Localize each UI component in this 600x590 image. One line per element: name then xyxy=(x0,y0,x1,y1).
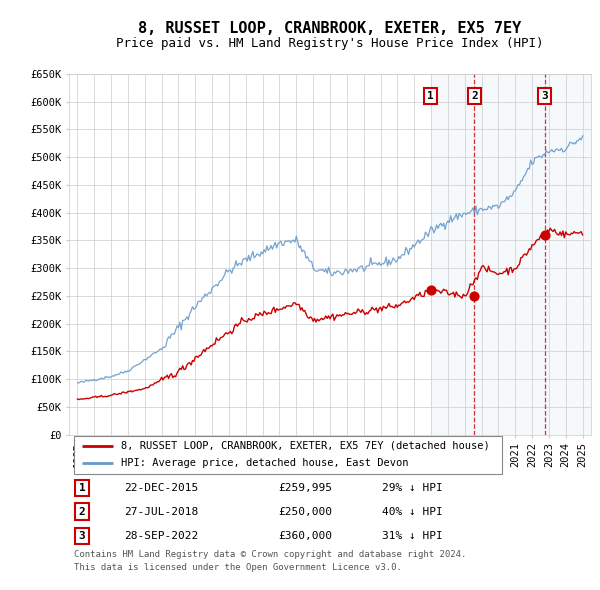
Text: 27-JUL-2018: 27-JUL-2018 xyxy=(124,507,198,517)
Text: 29% ↓ HPI: 29% ↓ HPI xyxy=(382,483,443,493)
Text: 3: 3 xyxy=(541,91,548,101)
Text: Contains HM Land Registry data © Crown copyright and database right 2024.: Contains HM Land Registry data © Crown c… xyxy=(74,550,467,559)
Text: 22-DEC-2015: 22-DEC-2015 xyxy=(124,483,198,493)
Text: £250,000: £250,000 xyxy=(278,507,332,517)
Text: £259,995: £259,995 xyxy=(278,483,332,493)
Text: 40% ↓ HPI: 40% ↓ HPI xyxy=(382,507,443,517)
Text: HPI: Average price, detached house, East Devon: HPI: Average price, detached house, East… xyxy=(121,458,409,468)
Text: 2: 2 xyxy=(471,91,478,101)
Text: 8, RUSSET LOOP, CRANBROOK, EXETER, EX5 7EY: 8, RUSSET LOOP, CRANBROOK, EXETER, EX5 7… xyxy=(139,21,521,35)
Text: 31% ↓ HPI: 31% ↓ HPI xyxy=(382,531,443,541)
Text: This data is licensed under the Open Government Licence v3.0.: This data is licensed under the Open Gov… xyxy=(74,563,402,572)
Point xyxy=(540,230,550,240)
Point xyxy=(426,286,436,295)
Text: 1: 1 xyxy=(427,91,434,101)
Point xyxy=(470,291,479,300)
Text: 28-SEP-2022: 28-SEP-2022 xyxy=(124,531,198,541)
Text: £360,000: £360,000 xyxy=(278,531,332,541)
Text: 1: 1 xyxy=(79,483,85,493)
Text: 2: 2 xyxy=(79,507,85,517)
Text: 8, RUSSET LOOP, CRANBROOK, EXETER, EX5 7EY (detached house): 8, RUSSET LOOP, CRANBROOK, EXETER, EX5 7… xyxy=(121,441,490,451)
Text: 3: 3 xyxy=(79,531,85,541)
Text: Price paid vs. HM Land Registry's House Price Index (HPI): Price paid vs. HM Land Registry's House … xyxy=(116,37,544,50)
Bar xyxy=(431,74,591,435)
FancyBboxPatch shape xyxy=(74,436,502,474)
